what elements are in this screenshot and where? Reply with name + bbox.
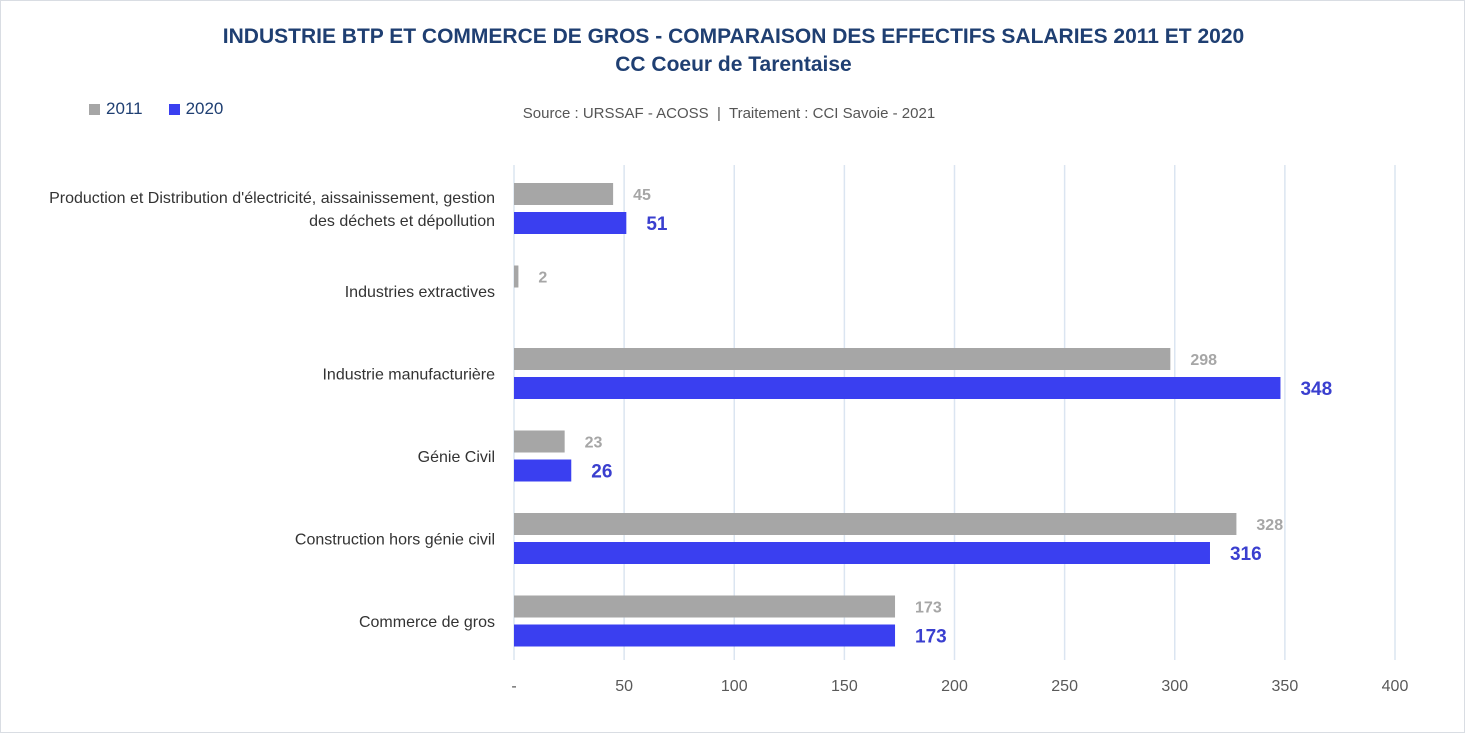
category-label-4: Construction hors génie civil xyxy=(295,532,495,549)
data-label-2020-5: 173 xyxy=(915,627,947,648)
legend-item-2020: 2020 xyxy=(168,99,224,119)
x-tick-label-0: - xyxy=(511,678,516,695)
x-tick-label-100: 100 xyxy=(721,678,748,695)
legend-swatch-2011 xyxy=(89,103,100,115)
category-label-1: Industries extractives xyxy=(345,284,495,301)
legend-item-2011: 2011 xyxy=(89,99,143,119)
chart-subtitle: CC Coeur de Tarentaise xyxy=(615,53,852,76)
category-label-3: Génie Civil xyxy=(418,449,495,466)
legend-swatch-2020 xyxy=(168,103,180,115)
bar-2011-3 xyxy=(514,430,565,453)
category-label-5: Commerce de gros xyxy=(359,614,495,631)
bar-2020-0 xyxy=(514,212,627,234)
data-label-2011-4: 328 xyxy=(1256,517,1283,534)
x-tick-label-350: 350 xyxy=(1272,678,1299,695)
chart-title-block: INDUSTRIE BTP ET COMMERCE DE GROS - COMP… xyxy=(1,23,1465,79)
data-label-2020-3: 26 xyxy=(591,462,612,483)
source-note: Source : URSSAF - ACOSS | Traitement : C… xyxy=(522,105,936,122)
data-label-2011-3: 23 xyxy=(585,435,603,452)
x-tick-label-250: 250 xyxy=(1051,678,1078,695)
bar-2020-3 xyxy=(514,459,572,482)
data-label-2020-4: 316 xyxy=(1230,544,1262,565)
x-tick-label-400: 400 xyxy=(1382,678,1409,695)
category-label-2: Industrie manufacturière xyxy=(322,367,495,384)
data-label-2011-5: 173 xyxy=(915,600,942,617)
data-label-2020-0: 51 xyxy=(646,214,668,235)
bar-2011-2 xyxy=(514,348,1171,370)
data-label-2011-1: 2 xyxy=(538,270,547,287)
category-label-0-line-1: des déchets et dépollution xyxy=(309,213,495,230)
data-label-2020-2: 348 xyxy=(1300,379,1332,400)
data-label-2011-0: 45 xyxy=(633,187,651,204)
legend-label-2011: 2011 xyxy=(106,99,143,118)
bar-2011-4 xyxy=(514,513,1237,535)
bar-2011-0 xyxy=(514,183,614,205)
legend: 2011 2020 xyxy=(89,99,223,119)
x-tick-label-300: 300 xyxy=(1161,678,1188,695)
x-tick-label-200: 200 xyxy=(941,678,968,695)
data-label-2011-2: 298 xyxy=(1190,352,1217,369)
x-tick-label-50: 50 xyxy=(615,678,633,695)
chart-title: INDUSTRIE BTP ET COMMERCE DE GROS - COMP… xyxy=(222,25,1245,48)
bar-2020-5 xyxy=(514,624,896,647)
category-label-0-line-0: Production et Distribution d'électricité… xyxy=(49,190,495,207)
bar-2011-5 xyxy=(514,595,896,618)
x-tick-label-150: 150 xyxy=(831,678,858,695)
legend-label-2020: 2020 xyxy=(185,99,224,118)
bar-2020-4 xyxy=(514,542,1210,564)
bar-2011-1 xyxy=(514,265,519,288)
bar-2020-2 xyxy=(514,377,1281,399)
